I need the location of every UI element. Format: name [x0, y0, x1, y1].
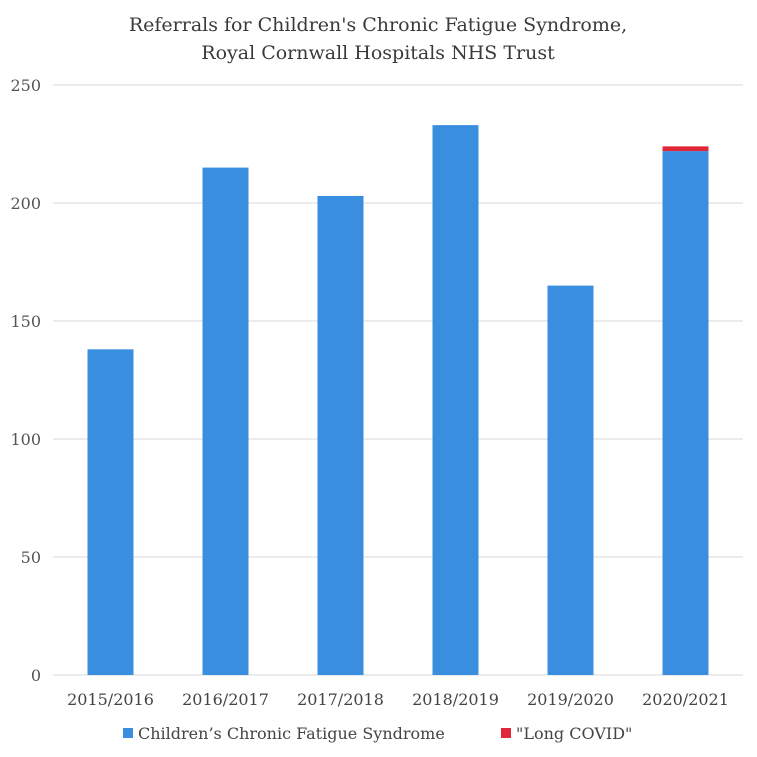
bar-series0-2015-2016 [87, 349, 134, 675]
y-tick-label-250: 250 [10, 76, 41, 95]
bar-series0-2016-2017 [202, 167, 249, 675]
bar-series0-2018-2019 [432, 125, 479, 676]
chart-subtitle: Royal Cornwall Hospitals NHS Trust [201, 42, 555, 64]
bar-series0-2017-2018 [317, 195, 364, 676]
chart-title: Referrals for Children's Chronic Fatigue… [129, 14, 627, 36]
legend-swatch-ccfs [123, 728, 133, 738]
gridlines [53, 84, 743, 676]
bar-series1-2020-2021 [662, 146, 709, 152]
y-tick-label-100: 100 [10, 430, 41, 449]
y-tick-label-50: 50 [21, 548, 41, 567]
x-tick-label-2016-2017: 2016/2017 [182, 690, 269, 709]
y-axis-tick-labels: 0 50 100 150 200 250 [10, 76, 41, 685]
x-tick-label-2018-2019: 2018/2019 [412, 690, 499, 709]
x-tick-label-2015-2016: 2015/2016 [67, 690, 154, 709]
legend-label-long-covid: "Long COVID" [516, 724, 632, 743]
y-tick-label-0: 0 [31, 666, 41, 685]
legend-swatch-long-covid [501, 728, 511, 738]
x-tick-label-2019-2020: 2019/2020 [527, 690, 614, 709]
x-tick-label-2020-2021: 2020/2021 [642, 690, 729, 709]
x-axis-category-labels: 2015/2016 2016/2017 2017/2018 2018/2019 2019… [67, 690, 729, 709]
bar-series0-2019-2020 [547, 285, 594, 675]
legend: Children’s Chronic Fatigue Syndrome "Lon… [123, 724, 632, 743]
bar-series0-2020-2021 [662, 151, 709, 675]
x-tick-label-2017-2018: 2017/2018 [297, 690, 384, 709]
bars [87, 125, 709, 676]
y-tick-label-150: 150 [10, 312, 41, 331]
y-tick-label-200: 200 [10, 194, 41, 213]
legend-label-ccfs: Children’s Chronic Fatigue Syndrome [138, 724, 445, 743]
